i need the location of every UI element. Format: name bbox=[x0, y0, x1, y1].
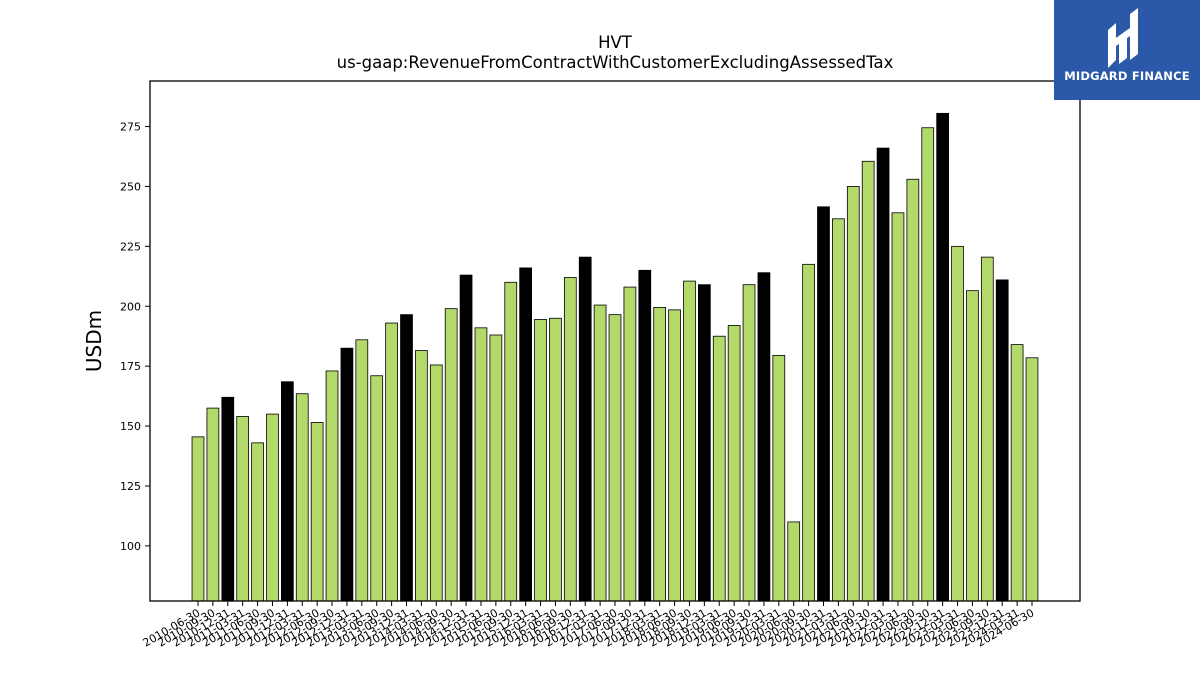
bar-2021-09-30 bbox=[861, 160, 875, 602]
bar-2012-06-30 bbox=[310, 422, 324, 602]
bar-2011-12-31 bbox=[280, 381, 294, 602]
bar-2011-03-31 bbox=[236, 416, 250, 602]
bar-2011-09-30 bbox=[266, 413, 279, 602]
bar-2024-03-31 bbox=[1010, 344, 1024, 602]
bar-2023-12-31 bbox=[995, 279, 1009, 602]
bar-2016-09-30 bbox=[563, 277, 577, 602]
bar-2016-03-31 bbox=[534, 319, 547, 602]
bar-2014-12-31 bbox=[459, 274, 473, 602]
midgard-finance-logo: MIDGARD FINANCE bbox=[1054, 0, 1200, 100]
y-axis-label: USDm bbox=[82, 310, 106, 372]
bar-2018-09-30 bbox=[683, 280, 696, 602]
plot-frame bbox=[149, 80, 1081, 602]
y-tick-label: 150 bbox=[120, 420, 141, 433]
x-axis: 2010-06-302010-09-302010-12-312011-03-31… bbox=[141, 601, 1037, 650]
bar-2010-09-30 bbox=[206, 407, 220, 602]
bar-2021-12-31 bbox=[876, 147, 890, 602]
bar-2023-06-30 bbox=[966, 290, 979, 602]
bar-2023-09-30 bbox=[980, 256, 994, 602]
y-tick-label: 225 bbox=[120, 240, 141, 253]
y-tick-label: 250 bbox=[120, 180, 141, 193]
bar-2021-03-31 bbox=[832, 218, 845, 602]
bar-2017-09-30 bbox=[623, 286, 637, 602]
bar-2022-09-30 bbox=[921, 127, 935, 602]
bar-2018-06-30 bbox=[668, 309, 681, 602]
bar-2019-03-31 bbox=[712, 335, 726, 602]
bar-2015-06-30 bbox=[489, 334, 503, 602]
bar-2011-06-30 bbox=[251, 442, 264, 602]
bar-2020-06-30 bbox=[787, 521, 801, 602]
bar-2017-12-31 bbox=[638, 269, 652, 602]
logo-text: MIDGARD FINANCE bbox=[1064, 69, 1190, 83]
y-tick-label: 125 bbox=[120, 480, 141, 493]
logo-mark-icon bbox=[1108, 8, 1138, 68]
bar-2020-09-30 bbox=[802, 263, 815, 602]
bar-2015-03-31 bbox=[474, 327, 488, 602]
bar-2018-12-31 bbox=[698, 284, 711, 602]
bar-2013-12-31 bbox=[400, 314, 413, 602]
bar-2019-09-30 bbox=[742, 284, 756, 602]
bar-2020-03-31 bbox=[772, 354, 786, 602]
bar-2010-12-31 bbox=[221, 396, 235, 602]
bar-2015-09-30 bbox=[504, 281, 518, 602]
bar-2019-12-31 bbox=[757, 272, 771, 602]
chart-subtitle: us-gaap:RevenueFromContractWithCustomerE… bbox=[337, 53, 894, 72]
bar-2022-06-30 bbox=[906, 178, 920, 602]
y-tick-label: 175 bbox=[120, 360, 141, 373]
bar-2014-09-30 bbox=[444, 308, 458, 602]
bar-2024-06-30 bbox=[1025, 357, 1039, 602]
y-tick-label: 275 bbox=[120, 121, 141, 134]
bar-2017-03-31 bbox=[593, 304, 607, 602]
y-tick-label: 200 bbox=[120, 300, 141, 313]
y-tick-label: 100 bbox=[120, 540, 141, 553]
bar-2016-06-30 bbox=[549, 317, 562, 602]
bar-2015-12-31 bbox=[519, 267, 533, 602]
bars-group bbox=[191, 112, 1039, 602]
bar-2016-12-31 bbox=[578, 256, 592, 602]
y-axis: 100 125 150 175 200 225 250 275 bbox=[120, 121, 150, 553]
bar-2013-03-31 bbox=[355, 339, 369, 602]
bar-2010-06-30 bbox=[191, 436, 205, 602]
bar-2022-12-31 bbox=[936, 112, 950, 602]
bar-2022-03-31 bbox=[891, 212, 905, 602]
bar-2012-09-30 bbox=[325, 370, 339, 602]
bar-2021-06-30 bbox=[846, 186, 860, 602]
bar-2012-12-31 bbox=[340, 347, 354, 602]
bar-2017-06-30 bbox=[608, 314, 622, 602]
bar-2013-06-30 bbox=[370, 375, 384, 602]
bar-2013-09-30 bbox=[385, 322, 398, 602]
bar-2018-03-31 bbox=[653, 307, 667, 602]
bar-2020-12-31 bbox=[817, 206, 830, 602]
chart-title: HVT bbox=[598, 33, 633, 52]
bar-2014-03-31 bbox=[415, 350, 428, 602]
bar-2012-03-31 bbox=[295, 393, 309, 602]
bar-2014-06-30 bbox=[429, 364, 443, 602]
bar-2019-06-30 bbox=[727, 325, 741, 602]
bar-2023-03-31 bbox=[951, 245, 964, 602]
